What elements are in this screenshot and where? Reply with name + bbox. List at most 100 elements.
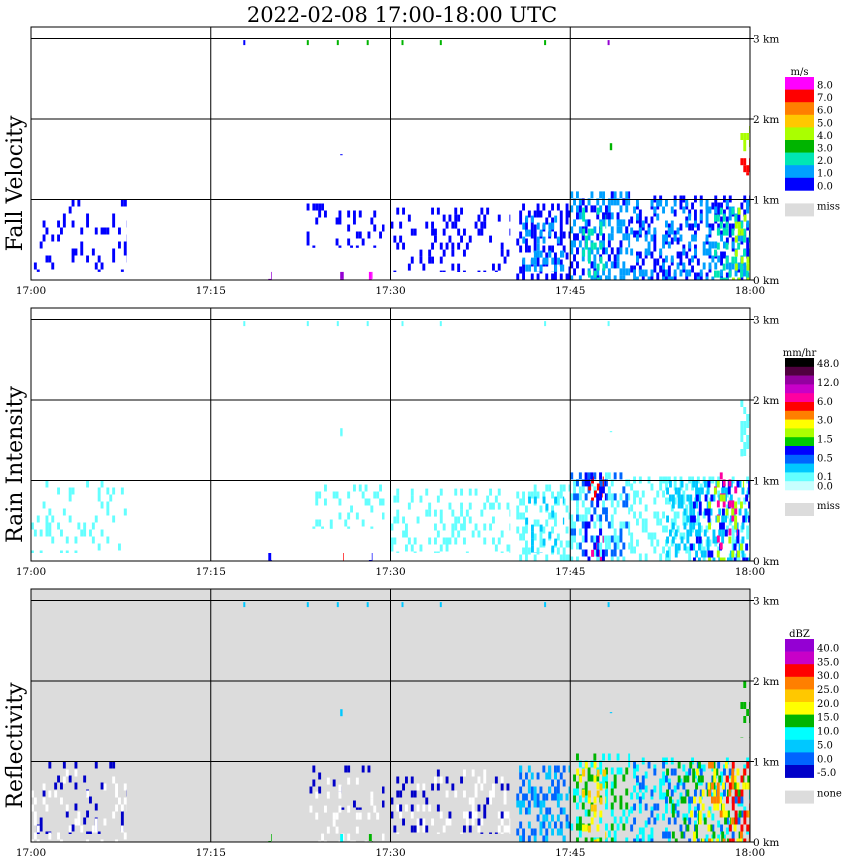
data-cell — [596, 277, 600, 280]
data-cell — [711, 223, 715, 231]
data-cell — [737, 242, 741, 250]
data-cell — [725, 525, 729, 533]
data-cell — [714, 785, 718, 793]
data-cell — [562, 554, 566, 561]
data-cell — [54, 790, 58, 798]
data-cell — [562, 231, 566, 239]
data-cell — [48, 522, 52, 530]
data-cell — [347, 238, 351, 246]
data-cell — [306, 203, 310, 211]
data-cell — [653, 497, 657, 505]
data-cell — [554, 519, 557, 527]
colorbar-label: 6.0 — [817, 106, 833, 117]
data-cell — [112, 213, 116, 221]
data-cell — [410, 256, 414, 264]
data-cell — [468, 797, 472, 805]
data-cell — [676, 511, 680, 519]
data-cell — [694, 234, 697, 242]
data-cell — [671, 536, 675, 544]
data-cell — [542, 793, 546, 801]
data-cell — [723, 209, 726, 217]
data-cell — [607, 212, 611, 220]
data-cell — [89, 796, 92, 804]
data-cell — [599, 191, 603, 199]
time-tick-label: 17:00 — [16, 285, 46, 297]
data-cell — [673, 483, 677, 491]
data-cell — [522, 793, 525, 801]
data-cell — [590, 205, 594, 213]
data-cell — [123, 783, 127, 791]
data-cell — [593, 205, 597, 213]
data-cell — [68, 206, 72, 214]
data-cell — [489, 502, 492, 510]
data-cell — [460, 502, 463, 510]
data-cell — [578, 486, 582, 494]
data-cell — [731, 539, 735, 547]
data-cell — [465, 811, 469, 819]
data-cell — [531, 545, 534, 553]
plot-frame — [30, 588, 751, 843]
data-cell — [457, 530, 461, 538]
data-cell — [616, 247, 620, 255]
data-cell — [442, 228, 446, 236]
data-cell — [722, 557, 726, 561]
data-cell — [436, 495, 440, 503]
data-cell — [343, 271, 344, 279]
colorbar-missing-swatch — [785, 203, 814, 217]
data-cell — [701, 789, 705, 797]
data-cell — [694, 216, 697, 224]
colorbar-unit: m/s — [791, 67, 809, 78]
data-cell — [743, 249, 746, 257]
data-cell — [638, 265, 642, 273]
data-cell — [665, 483, 668, 491]
data-cell — [605, 214, 607, 222]
data-cell — [628, 760, 631, 768]
data-cell — [562, 807, 566, 815]
data-cell — [619, 767, 623, 775]
data-cell — [746, 277, 750, 280]
data-cell — [86, 831, 89, 834]
data-cell — [573, 268, 576, 276]
data-cell — [509, 832, 511, 834]
data-cell — [647, 227, 651, 235]
colorbar-swatch — [785, 375, 814, 385]
time-tick-label: 17:00 — [16, 847, 46, 859]
data-cell — [500, 551, 504, 553]
data-cell — [460, 776, 463, 784]
data-cell — [548, 484, 552, 492]
data-cell — [613, 493, 617, 501]
data-cell — [605, 788, 608, 796]
data-cell — [97, 494, 101, 502]
data-cell — [610, 212, 614, 220]
data-cell — [725, 237, 729, 245]
data-cell — [315, 203, 319, 211]
data-cell — [533, 484, 537, 492]
data-cell — [613, 472, 617, 480]
data-cell — [613, 549, 617, 557]
data-cell — [533, 245, 537, 253]
data-cell — [729, 494, 733, 502]
data-cell — [665, 269, 668, 277]
data-cell — [734, 789, 738, 797]
data-cell — [468, 488, 472, 496]
data-cell — [714, 241, 718, 249]
data-cell — [683, 522, 687, 530]
data-cell — [457, 516, 461, 524]
data-cell — [673, 230, 677, 238]
data-cell — [700, 487, 704, 495]
data-cell — [560, 264, 563, 272]
data-cell — [587, 507, 591, 515]
data-cell — [619, 226, 623, 234]
data-cell — [97, 269, 101, 272]
data-cell — [721, 536, 725, 544]
data-cell — [746, 199, 750, 207]
data-cell — [738, 789, 742, 797]
colorbar-swatch — [785, 402, 814, 412]
data-cell — [584, 205, 588, 213]
data-cell — [525, 807, 528, 815]
data-cell — [338, 245, 342, 248]
data-cell — [741, 550, 745, 558]
data-cell — [344, 765, 348, 773]
data-cell — [471, 818, 475, 826]
data-cell — [338, 791, 342, 799]
